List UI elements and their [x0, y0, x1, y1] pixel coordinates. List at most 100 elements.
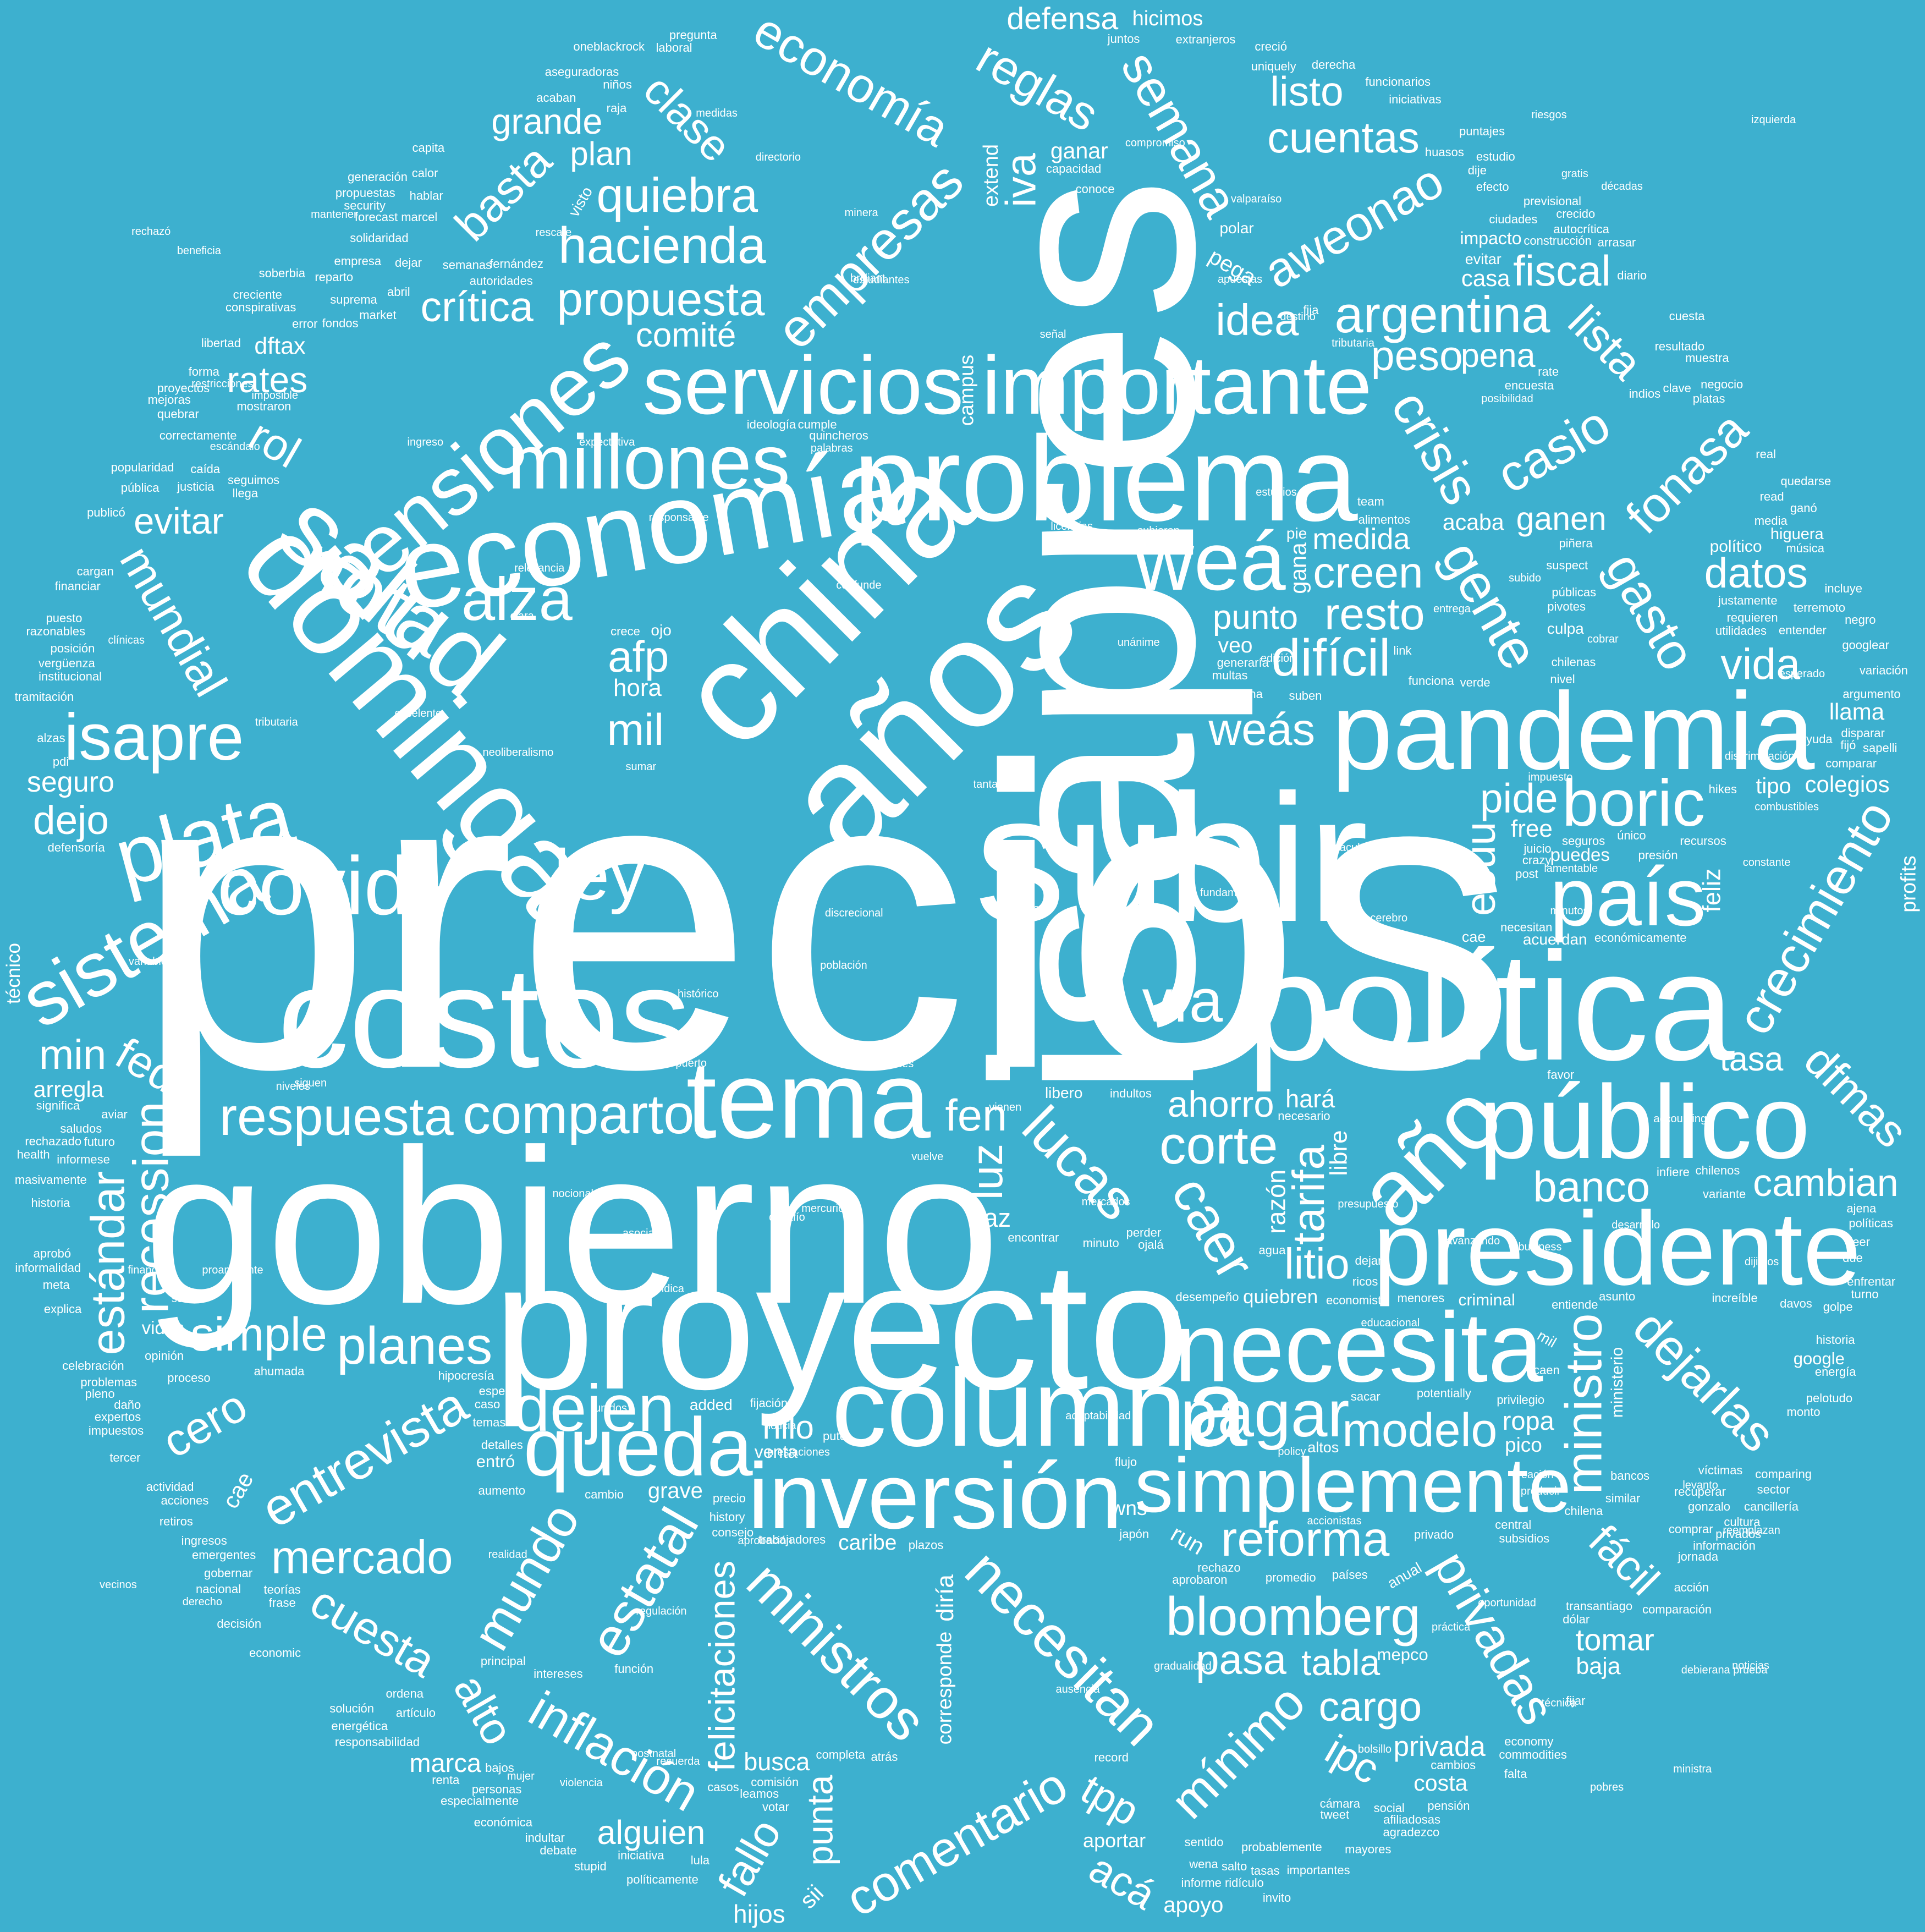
word-526: puerto — [675, 1057, 707, 1069]
word-584: lamentable — [1544, 862, 1598, 875]
word-161: información — [1693, 1538, 1756, 1552]
word-49: respuesta — [219, 1086, 454, 1146]
word-389: ajena — [1846, 1201, 1877, 1216]
word-219: libertad — [201, 336, 241, 350]
word-477: población — [820, 959, 867, 972]
word-105: mil — [607, 705, 664, 755]
word-209: muestra — [1685, 351, 1729, 365]
word-361: piñera — [1559, 536, 1593, 550]
word-56: argentina — [1334, 286, 1550, 344]
word-43: comparto — [463, 1084, 695, 1146]
word-406: calor — [411, 166, 438, 180]
word-312: cámara — [1319, 1796, 1361, 1810]
word-506: estudiantes — [853, 274, 910, 287]
word-126: encuesta — [1504, 378, 1554, 393]
word-579: noticias — [1732, 1660, 1769, 1672]
word-551: impacto — [1460, 228, 1522, 248]
word-98: juicio — [1524, 841, 1552, 855]
word-504: metro — [1161, 1308, 1183, 1358]
word-87: propuesta — [557, 273, 765, 326]
word-59: gasto — [1594, 542, 1707, 680]
word-61: crecimiento — [1726, 792, 1905, 1044]
word-294: potentially — [1416, 1386, 1471, 1401]
word-46: estatal — [576, 1497, 710, 1667]
word-531: noticia — [764, 1420, 796, 1432]
word-257: ahumada — [254, 1364, 305, 1379]
word-532: vecinos — [99, 1578, 137, 1591]
word-204: punta — [799, 1775, 840, 1866]
word-422: casa — [1461, 265, 1510, 292]
word-552: mepco — [1377, 1644, 1428, 1664]
word-137: min — [38, 1031, 107, 1078]
word-338: masivamente — [14, 1172, 87, 1187]
word-141: pide — [1480, 775, 1558, 821]
word-595: culpa — [1547, 620, 1584, 638]
word-65: dejarlas — [1623, 1299, 1786, 1463]
word-235: punto — [1212, 599, 1299, 637]
word-173: cambian — [1753, 1161, 1899, 1204]
word-459: alzas — [37, 731, 65, 745]
word-193: falta — [1504, 1766, 1527, 1781]
word-547: unidos — [595, 1402, 627, 1415]
word-299: huasos — [1425, 145, 1464, 159]
word-515: fundamento — [1200, 886, 1258, 899]
word-18: tema — [686, 1039, 931, 1161]
word-317: record — [1094, 1750, 1129, 1764]
word-534: unánime — [1117, 636, 1160, 649]
word-53: difícil — [1271, 629, 1391, 688]
word-134: acá — [1081, 1844, 1163, 1919]
word-407: crece — [610, 624, 640, 639]
word-176: proyectos — [157, 381, 210, 395]
word-278: forecast marcel — [354, 210, 438, 224]
word-581: vienen — [989, 1101, 1022, 1113]
word-545: oportunidad — [1478, 1596, 1536, 1609]
word-454: brilliant — [850, 272, 886, 285]
word-600: added — [689, 1396, 733, 1413]
word-0: precios — [134, 679, 1517, 1158]
word-160: empresa — [334, 254, 382, 268]
word-148: energía — [1814, 1364, 1856, 1379]
word-437: ganar — [1050, 138, 1108, 163]
word-309: menores — [1397, 1291, 1445, 1305]
word-19: necesita — [1174, 1292, 1543, 1403]
word-188: solidaridad — [350, 230, 409, 245]
word-379: caída — [190, 462, 221, 476]
word-329: música — [1786, 541, 1824, 555]
word-394: infiere — [1656, 1165, 1690, 1179]
word-80: reglas — [967, 30, 1108, 142]
word-58: hacienda — [558, 216, 766, 274]
word-411: baja — [1576, 1653, 1621, 1679]
word-514: mujer — [507, 1770, 535, 1782]
word-248: creció — [1255, 40, 1288, 53]
word-587: higuera — [1770, 525, 1824, 543]
word-605: altos — [1307, 1439, 1339, 1456]
word-490: destino — [1280, 310, 1316, 323]
word-194: perder — [1126, 1226, 1162, 1239]
word-385: bajos — [485, 1760, 514, 1775]
word-221: plazos — [908, 1538, 944, 1552]
word-4: proyecto — [493, 1224, 1190, 1427]
word-101: central — [1495, 1517, 1532, 1532]
word-357: intereses — [534, 1667, 583, 1681]
word-491: ingreso — [407, 436, 444, 448]
word-376: ricos — [1352, 1275, 1378, 1289]
word-395: minuto — [1082, 1236, 1119, 1250]
word-325: pelotudo — [1806, 1391, 1853, 1405]
word-316: políticas — [1849, 1216, 1894, 1231]
word-177: derecha — [1311, 57, 1356, 72]
word-64: mínimo — [1160, 1674, 1316, 1830]
word-168: recuperar — [1674, 1484, 1726, 1499]
word-208: variación — [1859, 663, 1908, 677]
word-307: security — [344, 198, 386, 212]
word-500: ausencia — [1055, 1683, 1100, 1695]
word-478: extend — [980, 144, 1003, 207]
word-230: economic — [249, 1645, 301, 1660]
word-217: similar — [1605, 1491, 1641, 1506]
word-594: polar — [1219, 219, 1254, 237]
word-528: vidas — [141, 1318, 184, 1338]
word-6: política — [1246, 921, 1735, 1093]
word-382: conoce — [1075, 182, 1115, 196]
word-129: eeuu — [1457, 821, 1505, 916]
word-150: saludos — [60, 1122, 102, 1136]
word-450: error — [292, 316, 318, 331]
